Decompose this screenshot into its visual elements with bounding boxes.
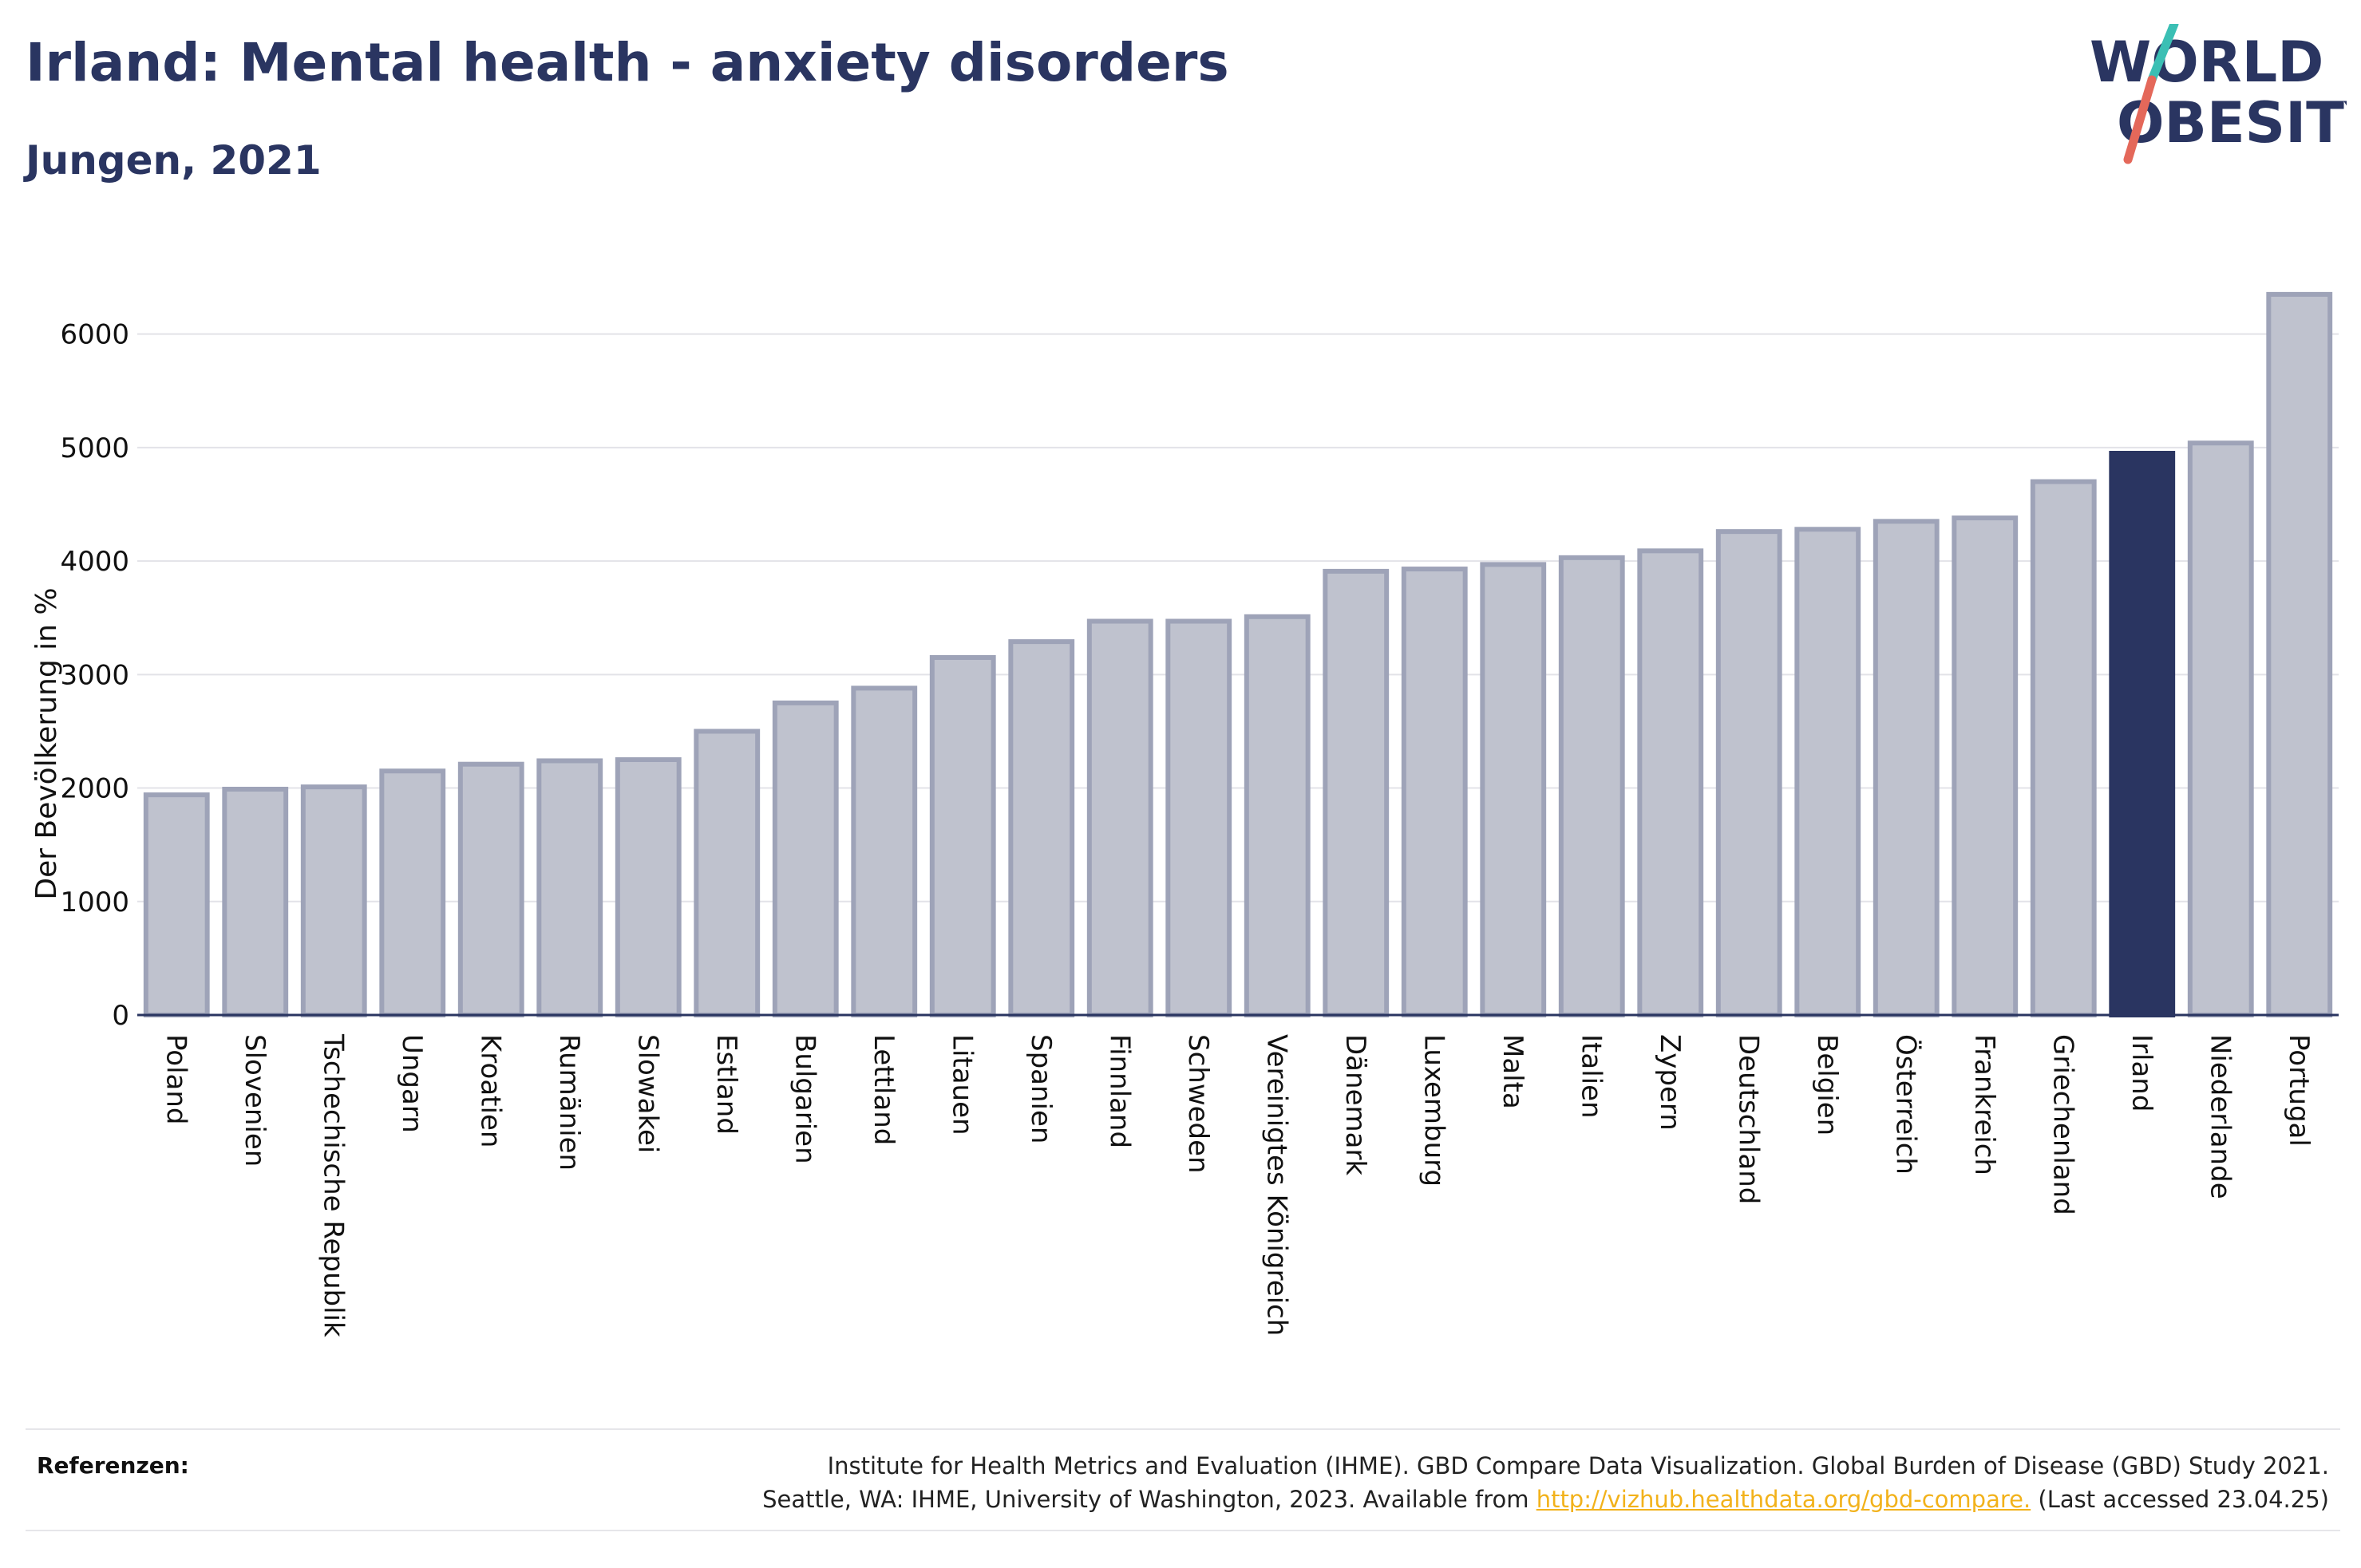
- x-tick-label: Estland: [710, 1034, 742, 1135]
- bar-zypern: [1637, 548, 1704, 1017]
- x-tick-label: Deutschland: [1732, 1034, 1764, 1204]
- reference-link[interactable]: http://vizhub.healthdata.org/gbd-compare…: [1536, 1486, 2031, 1513]
- references-label: Referenzen:: [37, 1452, 189, 1479]
- y-tick-label: 3000: [60, 659, 129, 691]
- y-tick-label: 1000: [60, 887, 129, 918]
- bar-lettland: [851, 685, 918, 1018]
- logo-slash-bottom: [2123, 75, 2157, 164]
- bar-luxemburg: [1401, 567, 1468, 1017]
- x-tick-label: Frankreich: [1968, 1034, 2000, 1175]
- x-tick-label: Italien: [1575, 1034, 1607, 1119]
- x-tick-label: Irland: [2126, 1034, 2157, 1112]
- bar-irland: [2109, 451, 2176, 1017]
- references-block: Referenzen: Institute for Health Metrics…: [26, 1428, 2340, 1531]
- y-tick-label: 5000: [60, 432, 129, 464]
- x-tick-labels: Poland Slovenien Tschechische Republik Unga…: [160, 1033, 2315, 1337]
- bar-finnland: [1086, 618, 1153, 1017]
- x-tick-label: Malta: [1497, 1034, 1529, 1109]
- bar-ungarn: [379, 768, 446, 1017]
- chart-subtitle: Jungen, 2021: [26, 137, 322, 184]
- x-tick-label: Zypern: [1654, 1034, 1686, 1131]
- bar-vereinigtes-königreich: [1244, 614, 1311, 1017]
- logo-text-world: WORLD: [2090, 30, 2323, 95]
- y-tick-label: 4000: [60, 546, 129, 578]
- chart-title: Irland: Mental health - anxiety disorder…: [26, 32, 1229, 93]
- bar-slowakei: [615, 757, 682, 1017]
- bar-österreich: [1873, 519, 1940, 1017]
- bar-bulgarien: [772, 700, 839, 1018]
- y-axis-label: Der Bevölkerung in %: [30, 587, 63, 899]
- bar-slovenien: [222, 786, 289, 1017]
- bar-niederlande: [2187, 440, 2254, 1017]
- x-tick-label: Niederlande: [2204, 1034, 2236, 1199]
- bar-estland: [694, 729, 761, 1017]
- x-tick-label: Bulgarien: [789, 1034, 821, 1164]
- x-tick-label: Slowakei: [631, 1034, 663, 1153]
- x-tick-label: Slovenien: [239, 1034, 271, 1167]
- y-tick-label: 6000: [60, 319, 129, 351]
- bar-kroatien: [457, 761, 524, 1017]
- y-tick-label: 0: [112, 1000, 129, 1032]
- x-tick-label: Rumänien: [553, 1034, 585, 1171]
- x-tick-label: Lettland: [868, 1034, 900, 1145]
- x-tick-label: Kroatien: [474, 1034, 506, 1147]
- x-tick-label: Österreich: [1889, 1034, 1922, 1175]
- x-tick-label: Vereinigtes Königreich: [1260, 1034, 1292, 1336]
- logo-slash-top: [2147, 24, 2179, 85]
- bar-rumänien: [536, 758, 603, 1018]
- reference-line-1: Institute for Health Metrics and Evaluat…: [827, 1452, 2329, 1479]
- x-tick-label: Finnland: [1103, 1034, 1135, 1148]
- bar-litauen: [929, 655, 996, 1017]
- y-tick-label: 2000: [60, 773, 129, 805]
- x-tick-label: Griechenland: [2047, 1034, 2078, 1215]
- y-tick-labels: 0 1000 2000 3000 4000 5000 6000: [60, 319, 129, 1032]
- bars: [143, 291, 2333, 1018]
- bar-dänemark: [1323, 568, 1390, 1017]
- bar-malta: [1480, 562, 1547, 1017]
- bar-belgien: [1794, 527, 1861, 1017]
- x-tick-label: Schweden: [1182, 1034, 1214, 1174]
- logo-text-obesity: OBESITY: [2117, 90, 2347, 156]
- bar-frankreich: [1952, 515, 2019, 1017]
- x-tick-label: Spanien: [1025, 1034, 1057, 1143]
- x-tick-label: Dänemark: [1339, 1034, 1371, 1175]
- world-obesity-logo: WORLD OBESITY: [2090, 24, 2347, 164]
- x-tick-label: Luxemburg: [1418, 1034, 1449, 1187]
- bar-schweden: [1165, 618, 1232, 1017]
- bar-deutschland: [1715, 529, 1782, 1017]
- bar-italien: [1558, 555, 1625, 1017]
- bar-portugal: [2266, 291, 2333, 1017]
- x-tick-label: Belgien: [1811, 1034, 1843, 1136]
- x-tick-label: Tschechische Republik: [317, 1033, 349, 1337]
- bar-tschechische-republik: [300, 784, 367, 1018]
- bar-griechenland: [2030, 479, 2097, 1017]
- reference-line-2-suffix: (Last accessed 23.04.25): [2038, 1486, 2329, 1513]
- x-tick-label: Poland: [160, 1034, 192, 1125]
- bar-poland: [143, 792, 210, 1017]
- bar-spanien: [1008, 639, 1075, 1017]
- references-text: Institute for Health Metrics and Evaluat…: [493, 1449, 2329, 1516]
- bar-chart: 0 1000 2000 3000 4000 5000 6000 Poland Slovenie…: [30, 291, 2339, 1337]
- x-tick-label: Portugal: [2283, 1034, 2315, 1147]
- reference-line-2-prefix: Seattle, WA: IHME, University of Washing…: [762, 1486, 1529, 1513]
- x-tick-label: Litauen: [946, 1034, 978, 1136]
- x-tick-label: Ungarn: [396, 1034, 428, 1133]
